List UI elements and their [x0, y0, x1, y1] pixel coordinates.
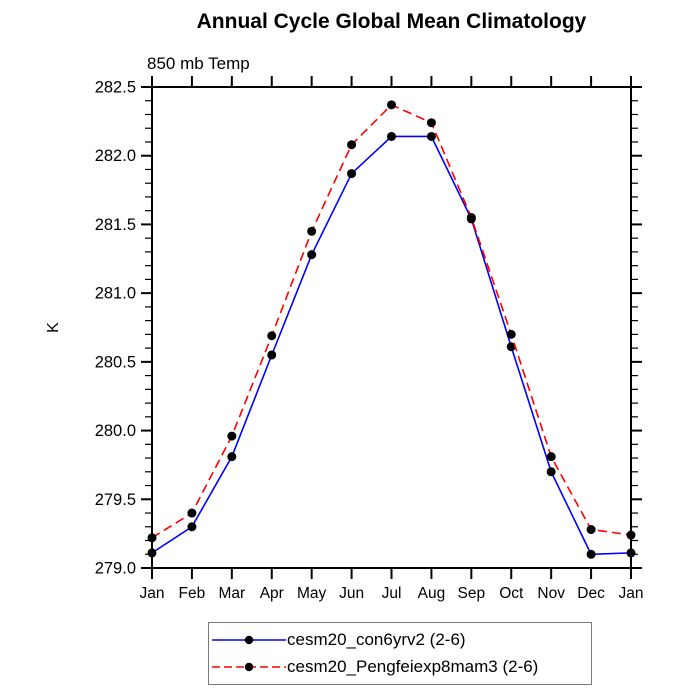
series-1-line: [151, 135, 632, 556]
x-tick-label: Jun: [339, 585, 364, 602]
x-tick-label: Oct: [499, 585, 524, 602]
series-1-marker: [147, 548, 157, 558]
series-2-marker: [307, 226, 317, 236]
series-1-marker: [187, 522, 197, 532]
x-tick-label: Apr: [260, 585, 284, 602]
y-tick-label: 279.0: [95, 560, 136, 578]
axis-frame: [151, 86, 632, 569]
legend-item-series2: cesm20_Pengfeiexp8mam3 (2-6): [209, 657, 591, 677]
legend-line-sample-series1: [212, 635, 286, 645]
chart-title: Annual Cycle Global Mean Climatology: [196, 10, 587, 33]
series-2-marker: [227, 431, 237, 441]
legend-item-series1: cesm20_con6yrv2 (2-6): [209, 630, 591, 650]
y-tick-label: 279.5: [95, 491, 136, 509]
series-2-marker: [546, 452, 556, 462]
series-2-marker: [466, 213, 476, 223]
x-tick-label: May: [297, 585, 327, 602]
series-1-marker: [227, 452, 237, 462]
series-1-marker: [626, 548, 636, 558]
x-tick-label: Sep: [458, 585, 486, 602]
x-tick-label: Dec: [577, 585, 605, 602]
y-tick-label: 280.5: [95, 353, 136, 371]
x-tick-label: Mar: [218, 585, 245, 602]
series-1-marker: [307, 250, 317, 260]
legend: cesm20_con6yrv2 (2-6) cesm20_Pengfeiexp8…: [208, 622, 592, 685]
chart-subtitle: 850 mb Temp: [147, 54, 250, 73]
series-2-marker: [626, 530, 636, 540]
series-1-marker: [267, 350, 277, 360]
series-2-marker: [426, 118, 436, 128]
series-2-marker: [147, 533, 157, 543]
series-1-marker: [387, 131, 396, 141]
series-2-marker: [387, 100, 396, 110]
series-1-marker: [426, 131, 436, 141]
series-2-line: [151, 103, 632, 539]
series-2-marker: [506, 329, 516, 339]
series-1-marker: [506, 342, 516, 352]
series-2-marker: [267, 331, 277, 341]
y-tick-label: 280.0: [95, 422, 136, 440]
series-1-marker: [586, 549, 596, 559]
legend-marker: [244, 635, 254, 645]
series-1-marker: [347, 169, 357, 179]
y-tick-label: 281.5: [95, 216, 136, 234]
legend-line-sample-series2: [212, 662, 286, 672]
series-2-marker: [187, 508, 197, 518]
series-2-marker: [586, 525, 596, 535]
y-tick-label: 282.5: [95, 79, 136, 97]
legend-label-series1: cesm20_con6yrv2 (2-6): [287, 630, 466, 649]
series-1-marker: [546, 467, 556, 477]
legend-marker: [244, 662, 254, 672]
y-axis-title: K: [45, 322, 62, 333]
x-tick-label: Jan: [619, 585, 644, 602]
x-tick-label: Jan: [140, 585, 165, 602]
series-2-marker: [347, 140, 357, 150]
x-tick-label: Feb: [179, 585, 206, 602]
y-tick-label: 281.0: [95, 285, 136, 303]
x-tick-label: Nov: [537, 585, 565, 602]
y-tick-label: 282.0: [95, 147, 136, 165]
x-tick-label: Jul: [382, 585, 402, 602]
legend-label-series2: cesm20_Pengfeiexp8mam3 (2-6): [287, 657, 539, 676]
x-tick-label: Aug: [418, 585, 446, 602]
